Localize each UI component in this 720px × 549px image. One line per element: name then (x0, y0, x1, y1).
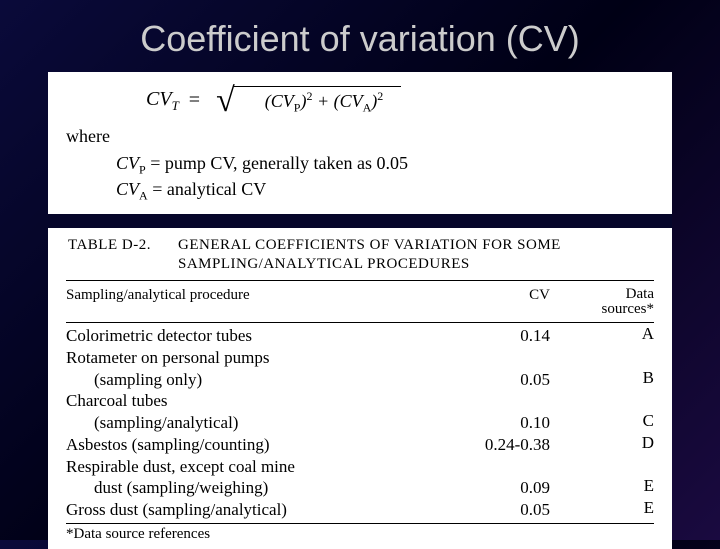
table-row: (sampling/analytical)0.10C (66, 412, 654, 434)
term2-base: CV (340, 91, 363, 111)
rule-bottom (66, 523, 654, 524)
cell-cv (474, 347, 574, 369)
table-body: Colorimetric detector tubes0.14ARotamete… (66, 325, 654, 521)
cell-cv (474, 390, 574, 412)
term1-base: CV (271, 91, 294, 111)
cell-source (574, 456, 654, 478)
formula-panel: CVT = √ (CVP)2 + (CVA)2 where CVP = pump… (48, 72, 672, 214)
table-label: TABLE D-2. (68, 236, 178, 255)
col-header-sources: Data sources* (574, 287, 654, 319)
cell-cv: 0.09 (474, 477, 574, 499)
slide-title: Coefficient of variation (CV) (0, 0, 720, 72)
formula-lhs: CVT (146, 88, 179, 114)
col-header-procedure: Sampling/analytical procedure (66, 287, 474, 319)
cell-procedure: Respirable dust, except coal mine (66, 456, 474, 478)
where-label: where (66, 126, 654, 147)
cell-procedure: Asbestos (sampling/counting) (66, 434, 474, 456)
cell-cv: 0.14 (474, 325, 574, 347)
table-row: (sampling only)0.05B (66, 369, 654, 391)
cell-procedure: (sampling/analytical) (66, 412, 474, 434)
equals-sign: = (189, 89, 200, 112)
table-panel: TABLE D-2.GENERAL COEFFICIENTS OF VARIAT… (48, 228, 672, 549)
def2-text: = analytical CV (148, 179, 267, 199)
def1-base: CV (116, 153, 139, 173)
cell-source: D (574, 434, 654, 456)
sqrt-wrap: √ (CVP)2 + (CVA)2 (216, 86, 401, 116)
definition-cva: CVA = analytical CV (116, 177, 654, 204)
formula-box: CVT = √ (CVP)2 + (CVA)2 where CVP = pump… (48, 72, 672, 214)
cell-cv: 0.05 (474, 499, 574, 521)
term1-exp: 2 (306, 89, 312, 103)
def2-sub: A (139, 189, 148, 203)
table-row: Colorimetric detector tubes0.14A (66, 325, 654, 347)
cell-source: A (574, 325, 654, 347)
def1-sub: P (139, 162, 146, 176)
cell-cv: 0.05 (474, 369, 574, 391)
cell-source: C (574, 412, 654, 434)
lhs-sub: T (172, 98, 179, 113)
table-row: Asbestos (sampling/counting)0.24-0.38D (66, 434, 654, 456)
col-src-l1: Data (626, 286, 654, 302)
radicand: (CVP)2 + (CVA)2 (233, 86, 402, 116)
term1-sub: P (294, 101, 301, 115)
formula-line: CVT = √ (CVP)2 + (CVA)2 (146, 86, 654, 116)
cell-cv (474, 456, 574, 478)
table-row: Charcoal tubes (66, 390, 654, 412)
definition-cvp: CVP = pump CV, generally taken as 0.05 (116, 151, 654, 178)
rule-top (66, 280, 654, 281)
cell-procedure: Colorimetric detector tubes (66, 325, 474, 347)
cell-source (574, 390, 654, 412)
panel-separator (48, 214, 672, 228)
def1-text: = pump CV, generally taken as 0.05 (146, 153, 408, 173)
table-heading: GENERAL COEFFICIENTS OF VARIATION FOR SO… (178, 236, 608, 274)
col-src-l2: sources* (602, 301, 655, 317)
table-row: Gross dust (sampling/analytical)0.05E (66, 499, 654, 521)
table-row: Rotameter on personal pumps (66, 347, 654, 369)
table-row: Respirable dust, except coal mine (66, 456, 654, 478)
cell-procedure: dust (sampling/weighing) (66, 477, 474, 499)
cell-source: E (574, 477, 654, 499)
cell-cv: 0.10 (474, 412, 574, 434)
lhs-base: CV (146, 88, 172, 110)
table-header-row: Sampling/analytical procedure CV Data so… (66, 283, 654, 321)
term2-sub: A (363, 101, 372, 115)
cell-source: E (574, 499, 654, 521)
table-box: TABLE D-2.GENERAL COEFFICIENTS OF VARIAT… (48, 228, 672, 549)
col-header-cv: CV (474, 287, 574, 319)
cell-source: B (574, 369, 654, 391)
cell-procedure: Rotameter on personal pumps (66, 347, 474, 369)
table-row: dust (sampling/weighing)0.09E (66, 477, 654, 499)
table-footnote: *Data source references (66, 526, 654, 543)
term2-exp: 2 (377, 89, 383, 103)
cell-cv: 0.24-0.38 (474, 434, 574, 456)
cell-procedure: (sampling only) (66, 369, 474, 391)
table-title: TABLE D-2.GENERAL COEFFICIENTS OF VARIAT… (68, 236, 654, 274)
def2-base: CV (116, 179, 139, 199)
cell-procedure: Charcoal tubes (66, 390, 474, 412)
rule-mid (66, 322, 654, 323)
cell-source (574, 347, 654, 369)
cell-procedure: Gross dust (sampling/analytical) (66, 499, 474, 521)
